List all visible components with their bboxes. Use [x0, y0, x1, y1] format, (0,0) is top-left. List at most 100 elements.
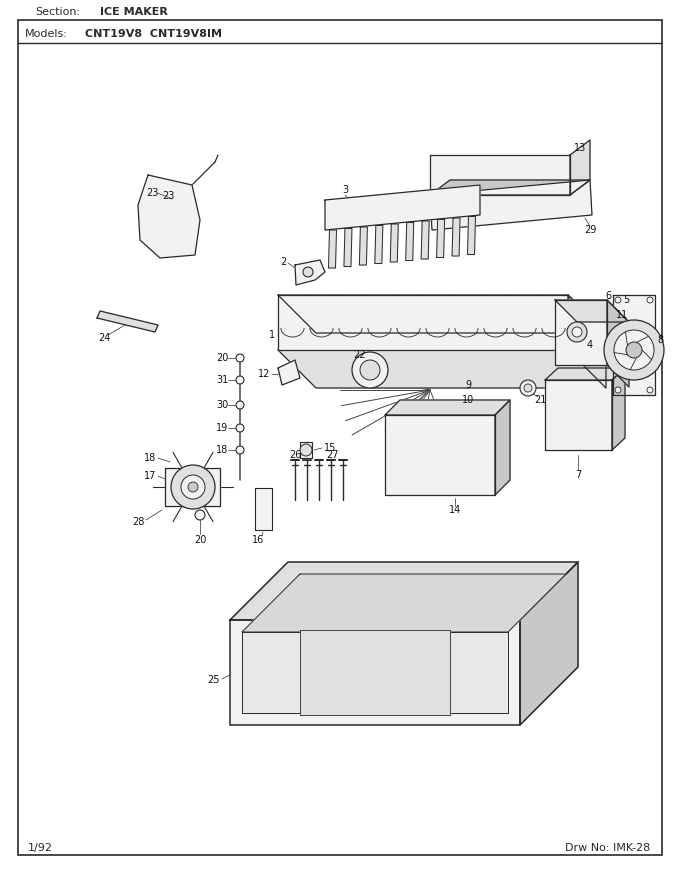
- Circle shape: [520, 380, 536, 396]
- Circle shape: [604, 320, 664, 380]
- Polygon shape: [452, 218, 460, 256]
- Polygon shape: [545, 368, 625, 380]
- Polygon shape: [390, 224, 398, 262]
- Text: 30: 30: [216, 400, 228, 410]
- Circle shape: [171, 465, 215, 509]
- Polygon shape: [278, 295, 568, 350]
- Text: 8: 8: [657, 335, 663, 345]
- Text: 28: 28: [132, 517, 144, 527]
- Circle shape: [300, 444, 312, 456]
- Polygon shape: [165, 468, 220, 506]
- Text: 13: 13: [574, 143, 586, 153]
- Polygon shape: [278, 295, 606, 333]
- Polygon shape: [328, 230, 337, 268]
- Polygon shape: [385, 400, 510, 415]
- Polygon shape: [570, 140, 590, 195]
- Text: 15: 15: [324, 443, 336, 453]
- Text: 27: 27: [327, 450, 339, 460]
- Polygon shape: [138, 175, 200, 258]
- Polygon shape: [612, 368, 625, 450]
- Text: CNT19V8  CNT19V8IM: CNT19V8 CNT19V8IM: [85, 29, 222, 39]
- Polygon shape: [607, 300, 629, 387]
- Polygon shape: [430, 180, 590, 195]
- Text: 21: 21: [534, 395, 546, 405]
- Polygon shape: [495, 400, 510, 495]
- Circle shape: [567, 322, 587, 342]
- Text: 20: 20: [216, 353, 228, 363]
- Circle shape: [352, 352, 388, 388]
- Text: 25: 25: [207, 675, 219, 685]
- Text: Drw No: IMK-28: Drw No: IMK-28: [565, 843, 650, 853]
- Text: 16: 16: [252, 535, 264, 545]
- Polygon shape: [300, 630, 450, 715]
- Text: 1: 1: [269, 330, 275, 340]
- Polygon shape: [295, 260, 325, 285]
- Circle shape: [524, 384, 532, 392]
- Circle shape: [615, 297, 621, 303]
- Polygon shape: [555, 300, 629, 322]
- Circle shape: [647, 297, 653, 303]
- Circle shape: [181, 475, 205, 499]
- Text: 14: 14: [449, 505, 461, 515]
- Polygon shape: [255, 488, 272, 530]
- Polygon shape: [421, 221, 429, 259]
- Text: 4: 4: [587, 340, 593, 350]
- Text: 19: 19: [216, 423, 228, 433]
- Polygon shape: [467, 216, 475, 255]
- Circle shape: [195, 510, 205, 520]
- Text: 23: 23: [162, 191, 174, 201]
- Polygon shape: [242, 574, 566, 632]
- Circle shape: [572, 327, 582, 337]
- Polygon shape: [230, 562, 578, 620]
- Polygon shape: [300, 442, 312, 458]
- Circle shape: [188, 482, 198, 492]
- Circle shape: [303, 267, 313, 277]
- Circle shape: [615, 387, 621, 393]
- Text: 22: 22: [354, 350, 367, 360]
- Polygon shape: [344, 229, 352, 266]
- Circle shape: [236, 446, 244, 454]
- Circle shape: [236, 424, 244, 432]
- Polygon shape: [545, 380, 612, 450]
- Text: 12: 12: [258, 369, 270, 379]
- Text: 9: 9: [465, 380, 471, 390]
- Text: Section:: Section:: [35, 7, 80, 17]
- Polygon shape: [406, 222, 413, 261]
- Polygon shape: [325, 185, 480, 230]
- Polygon shape: [613, 295, 655, 395]
- Polygon shape: [568, 295, 606, 388]
- Polygon shape: [230, 620, 520, 725]
- Circle shape: [626, 342, 642, 358]
- Text: 18: 18: [216, 445, 228, 455]
- Text: 5: 5: [623, 295, 629, 305]
- Circle shape: [236, 401, 244, 409]
- Text: 1/92: 1/92: [28, 843, 53, 853]
- Polygon shape: [430, 155, 570, 195]
- Polygon shape: [360, 227, 367, 265]
- Text: 31: 31: [216, 375, 228, 385]
- Text: 23: 23: [146, 188, 158, 198]
- Text: 26: 26: [289, 450, 301, 460]
- Text: 18: 18: [144, 453, 156, 463]
- Circle shape: [614, 330, 654, 370]
- Polygon shape: [430, 180, 592, 230]
- Polygon shape: [375, 225, 383, 263]
- Circle shape: [360, 360, 380, 380]
- Polygon shape: [278, 360, 300, 385]
- Polygon shape: [520, 562, 578, 725]
- Circle shape: [647, 387, 653, 393]
- Polygon shape: [278, 350, 606, 388]
- Polygon shape: [555, 300, 607, 365]
- Text: 20: 20: [194, 535, 206, 545]
- Text: 17: 17: [143, 471, 156, 481]
- Circle shape: [236, 354, 244, 362]
- Text: 10: 10: [462, 395, 474, 405]
- Text: ICE MAKER: ICE MAKER: [100, 7, 168, 17]
- Text: 2: 2: [280, 257, 286, 267]
- Text: 7: 7: [575, 470, 581, 480]
- Polygon shape: [385, 415, 495, 495]
- Text: 29: 29: [584, 225, 596, 235]
- Text: 24: 24: [98, 333, 110, 343]
- Text: 6: 6: [605, 291, 611, 301]
- Polygon shape: [242, 632, 508, 713]
